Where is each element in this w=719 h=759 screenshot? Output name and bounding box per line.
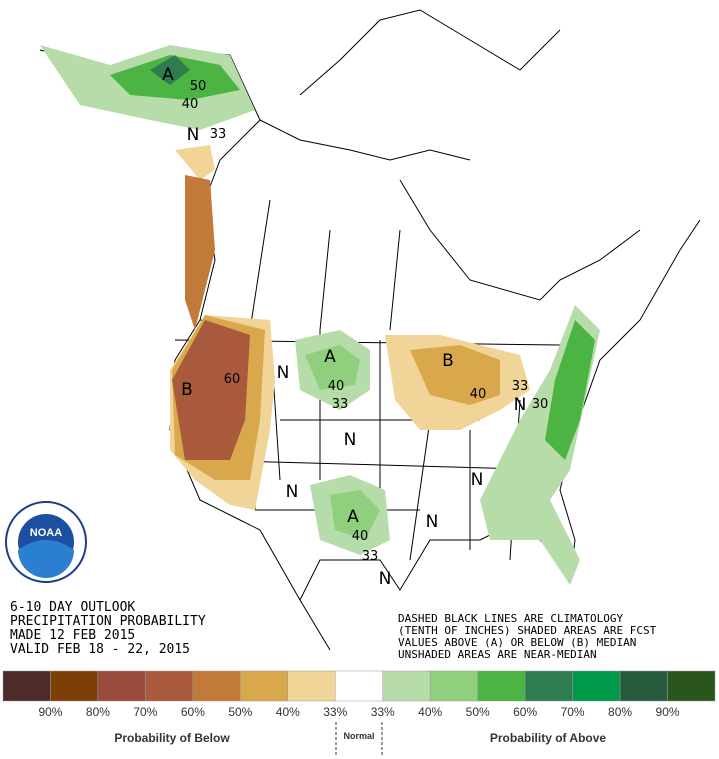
legend-swatch: [524, 670, 573, 702]
map-label: N: [344, 430, 357, 450]
legend-swatch: [335, 670, 383, 702]
shade-50-above: [545, 320, 595, 460]
shade-60-above: [150, 55, 190, 85]
map-label: 33: [210, 127, 227, 142]
legend-label: 70%: [561, 705, 585, 719]
map-label: N: [471, 470, 484, 490]
map-label: 60: [224, 372, 241, 387]
map-label: A: [347, 507, 359, 527]
legend-swatch: [192, 670, 241, 702]
header-line: PRECIPITATION PROBABILITY: [10, 614, 206, 629]
map-label: N: [187, 125, 200, 145]
legend-normal: Normal: [343, 731, 374, 741]
shade-50-below: [185, 175, 215, 330]
map-label: 30: [532, 397, 549, 412]
legend-label: 50%: [466, 705, 490, 719]
legend-label: 60%: [513, 705, 537, 719]
legend-swatch: [429, 670, 478, 702]
map-label: 40: [328, 379, 345, 394]
legend-label: 40%: [418, 705, 442, 719]
legend-swatch: [97, 670, 146, 702]
shade-40-below: [410, 345, 500, 405]
map-label: 33: [512, 379, 529, 394]
legend-label: 90%: [38, 705, 62, 719]
legend-swatch: [667, 670, 716, 702]
shade-40-above: [305, 345, 360, 390]
map-label: B: [442, 351, 454, 371]
header-line: 6-10 DAY OUTLOOK: [10, 600, 135, 615]
map: [15, 9, 701, 651]
shade-50-below: [172, 320, 250, 460]
map-label: A: [162, 65, 174, 85]
note-line: VALUES ABOVE (A) OR BELOW (B) MEDIAN: [398, 636, 636, 649]
map-labels: A 50 40 N 33 B 60 N A 40 33 B 40 33 N 30…: [162, 65, 548, 589]
legend-swatch: [2, 670, 51, 702]
legend-label: 40%: [276, 705, 300, 719]
legend-swatch: [382, 670, 431, 702]
note-line: DASHED BLACK LINES ARE CLIMATOLOGY: [398, 612, 624, 625]
legend-swatch: [240, 670, 289, 702]
map-label: B: [181, 380, 193, 400]
legend-swatch: [50, 670, 99, 702]
legend-label: 60%: [181, 705, 205, 719]
map-label: N: [277, 363, 290, 383]
map-label: N: [379, 569, 392, 589]
legend-swatch: [287, 670, 336, 702]
map-label: 33: [362, 549, 379, 564]
map-label: 40: [470, 387, 487, 402]
legend-label: 90%: [656, 705, 680, 719]
logo-text: NOAA: [30, 527, 62, 539]
header: 6-10 DAY OUTLOOK PRECIPITATION PROBABILI…: [10, 600, 206, 657]
header-line: VALID FEB 18 - 22, 2015: [10, 642, 190, 657]
shade-33-below: [175, 145, 215, 180]
note-line: (TENTH OF INCHES) SHADED AREAS ARE FCST: [398, 624, 657, 637]
shade-40-above: [330, 490, 380, 540]
legend-swatch: [572, 670, 621, 702]
map-label: N: [286, 482, 299, 502]
legend-label: 33%: [371, 705, 395, 719]
logo-wave: [18, 540, 74, 578]
legend-swatch: [619, 670, 668, 702]
map-label: N: [426, 512, 439, 532]
legend-swatch: [477, 670, 526, 702]
legend-swatch: [145, 670, 194, 702]
legend-label: 70%: [133, 705, 157, 719]
note-line: UNSHADED AREAS ARE NEAR-MEDIAN: [398, 648, 597, 661]
legend-label: 80%: [608, 705, 632, 719]
noaa-logo: NOAA: [5, 501, 87, 583]
legend-label: 80%: [86, 705, 110, 719]
map-label: N: [514, 395, 527, 415]
legend-label: 33%: [323, 705, 347, 719]
legend-label: 50%: [228, 705, 252, 719]
legend-above: Probability of Above: [490, 731, 607, 745]
map-label: 50: [190, 79, 207, 94]
legend-below: Probability of Below: [114, 731, 230, 745]
note: DASHED BLACK LINES ARE CLIMATOLOGY (TENT…: [398, 612, 657, 661]
map-label: A: [324, 347, 336, 367]
header-line: MADE 12 FEB 2015: [10, 628, 135, 643]
legend: Probability of Below Normal Probability …: [2, 670, 716, 755]
map-label: 40: [352, 529, 369, 544]
map-label: 33: [332, 397, 349, 412]
map-label: 40: [182, 97, 199, 112]
